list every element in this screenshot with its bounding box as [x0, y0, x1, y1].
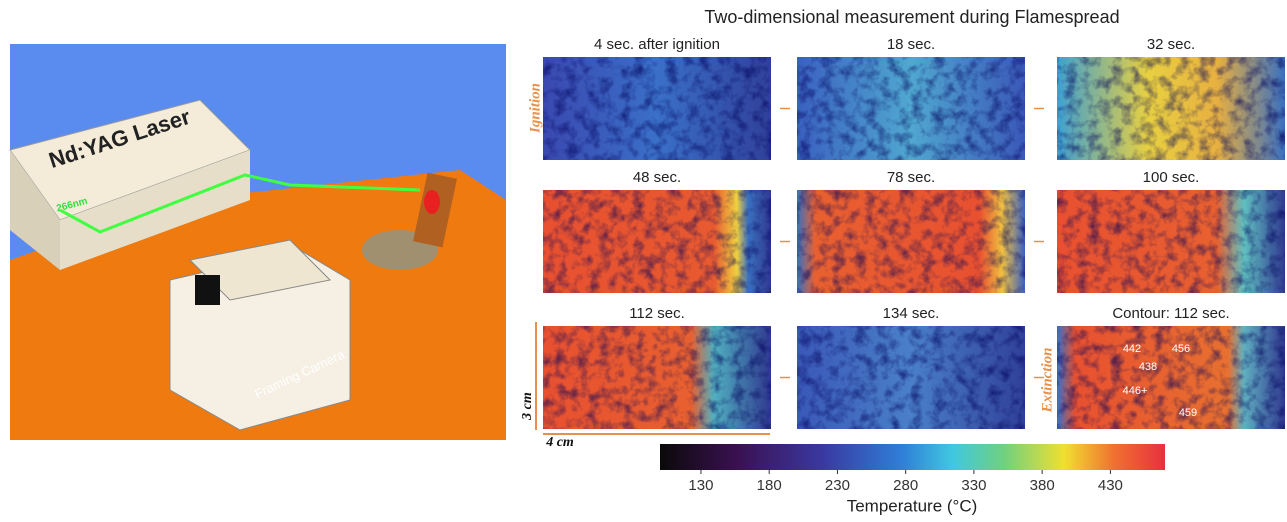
panel-label: 134 sec. [883, 305, 940, 322]
colorbar-axis: 130 180 230 280 330 380 430 [688, 470, 1122, 494]
image-texture [1057, 57, 1285, 160]
tick-label: 230 [825, 477, 850, 494]
scale-label: 4 cm [545, 435, 574, 450]
figure: Nd:YAG Laser 266nm Framing Camera Two-di… [0, 0, 1287, 517]
image-texture [1057, 326, 1285, 429]
colorbar [660, 444, 1165, 470]
panel-label: 32 sec. [1147, 36, 1195, 53]
scene: Nd:YAG Laser 266nm Framing Camera [10, 44, 506, 440]
tick-label: 330 [961, 477, 986, 494]
panel-label: 4 sec. after ignition [594, 36, 720, 53]
figure-title: Two-dimensional measurement during Flame… [704, 7, 1119, 27]
image-texture [543, 57, 771, 160]
panel-grid: 4 sec. after ignition 18 sec. 32 sec. 48 se… [543, 36, 1285, 429]
image-texture [797, 326, 1025, 429]
image-texture [543, 326, 771, 429]
scale-label: 3 cm [520, 392, 535, 421]
image-texture [543, 190, 771, 293]
panel-label: 78 sec. [887, 169, 935, 186]
row-label: Ignition [527, 83, 543, 134]
image-texture [797, 190, 1025, 293]
panel-label: 48 sec. [633, 169, 681, 186]
image-texture [797, 57, 1025, 160]
tick-label: 130 [688, 477, 713, 494]
panel-label: 112 sec. [629, 305, 685, 322]
image-texture [1057, 190, 1285, 293]
panel-label: 100 sec. [1143, 169, 1200, 186]
contour-value: 442 [1123, 343, 1141, 355]
contour-value: 446+ [1123, 385, 1148, 397]
panel-label: Contour: 112 sec. [1112, 305, 1229, 322]
colorbar-label: Temperature (°C) [847, 496, 978, 515]
tick-label: 380 [1030, 477, 1055, 494]
contour-value: 438 [1139, 361, 1157, 373]
panel-label: 18 sec. [887, 36, 935, 53]
tick-label: 180 [757, 477, 782, 494]
contour-value: 459 [1179, 407, 1197, 419]
tick-label: 430 [1098, 477, 1123, 494]
tick-label: 280 [893, 477, 918, 494]
contour-value: 456 [1172, 343, 1190, 355]
row-label: Extinction [1039, 347, 1055, 413]
